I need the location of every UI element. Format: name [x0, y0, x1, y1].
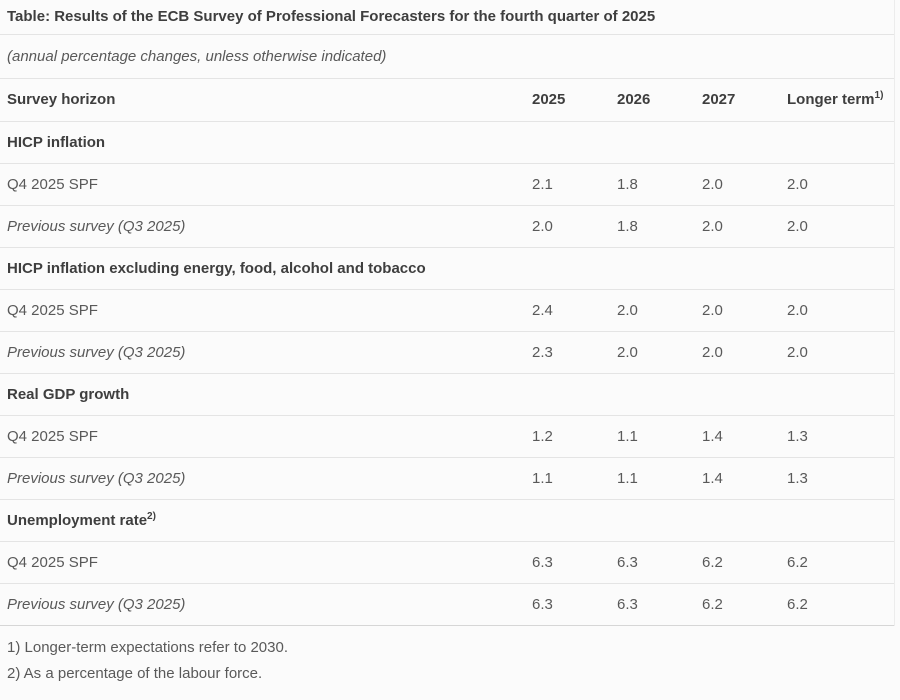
data-row-hicp-previous: Previous survey (Q3 2025) 2.0 1.8 2.0 2.… — [0, 205, 894, 248]
section-title: HICP inflation — [0, 121, 894, 164]
footnotes: 1) Longer-term expectations refer to 203… — [0, 626, 900, 683]
value-2025: 6.3 — [525, 541, 610, 584]
footnote-2: 2) As a percentage of the labour force. — [7, 664, 263, 682]
value-longer-term: 2.0 — [780, 205, 894, 248]
value-2026: 1.8 — [610, 163, 695, 206]
section-title: Unemployment rate2) — [0, 499, 894, 542]
value-2025: 2.4 — [525, 289, 610, 332]
value-2026: 6.3 — [610, 583, 695, 626]
value-2025: 6.3 — [525, 583, 610, 626]
footnote-1: 1) Longer-term expectations refer to 203… — [7, 638, 288, 656]
section-row-hicp-inflation: HICP inflation — [0, 121, 894, 164]
value-2026: 1.1 — [610, 457, 695, 500]
value-2027: 2.0 — [695, 289, 780, 332]
column-header-survey-horizon: Survey horizon — [0, 79, 525, 122]
unemployment-rate-footnote-marker: 2) — [147, 510, 156, 522]
section-title: Real GDP growth — [0, 373, 894, 416]
value-2027: 2.0 — [695, 163, 780, 206]
value-2026: 2.0 — [610, 289, 695, 332]
row-label: Q4 2025 SPF — [0, 289, 525, 332]
value-2027: 2.0 — [695, 205, 780, 248]
row-label: Previous survey (Q3 2025) — [0, 583, 525, 626]
value-2025: 2.1 — [525, 163, 610, 206]
section-title: HICP inflation excluding energy, food, a… — [0, 247, 894, 290]
value-longer-term: 2.0 — [780, 331, 894, 374]
row-label: Previous survey (Q3 2025) — [0, 331, 525, 374]
value-2026: 2.0 — [610, 331, 695, 374]
value-longer-term: 6.2 — [780, 541, 894, 584]
row-label: Previous survey (Q3 2025) — [0, 205, 525, 248]
row-label: Q4 2025 SPF — [0, 541, 525, 584]
spf-results-table: Survey horizon 2025 2026 2027 Longer ter… — [0, 79, 894, 626]
value-2025: 1.1 — [525, 457, 610, 500]
data-row-hicp-q4: Q4 2025 SPF 2.1 1.8 2.0 2.0 — [0, 163, 894, 206]
value-2026: 1.1 — [610, 415, 695, 458]
column-header-longer-term: Longer term1) — [780, 79, 894, 122]
value-2027: 1.4 — [695, 457, 780, 500]
section-row-hicp-core: HICP inflation excluding energy, food, a… — [0, 247, 894, 290]
spf-results-table-container: Table: Results of the ECB Survey of Prof… — [0, 0, 895, 626]
data-row-gdp-previous: Previous survey (Q3 2025) 1.1 1.1 1.4 1.… — [0, 457, 894, 500]
value-longer-term: 1.3 — [780, 415, 894, 458]
value-2027: 6.2 — [695, 541, 780, 584]
value-2026: 6.3 — [610, 541, 695, 584]
data-row-gdp-q4: Q4 2025 SPF 1.2 1.1 1.4 1.3 — [0, 415, 894, 458]
table-header-row: Survey horizon 2025 2026 2027 Longer ter… — [0, 79, 894, 122]
section-row-real-gdp-growth: Real GDP growth — [0, 373, 894, 416]
value-longer-term: 2.0 — [780, 289, 894, 332]
value-2027: 1.4 — [695, 415, 780, 458]
data-row-unemployment-previous: Previous survey (Q3 2025) 6.3 6.3 6.2 6.… — [0, 583, 894, 626]
value-longer-term: 2.0 — [780, 163, 894, 206]
data-row-hicp-core-previous: Previous survey (Q3 2025) 2.3 2.0 2.0 2.… — [0, 331, 894, 374]
column-header-2026: 2026 — [610, 79, 695, 122]
longer-term-label: Longer term — [787, 91, 875, 109]
value-2025: 2.3 — [525, 331, 610, 374]
value-2025: 2.0 — [525, 205, 610, 248]
table-subtitle: (annual percentage changes, unless other… — [0, 35, 894, 79]
value-2027: 6.2 — [695, 583, 780, 626]
column-header-2025: 2025 — [525, 79, 610, 122]
longer-term-footnote-marker: 1) — [874, 90, 884, 102]
section-row-unemployment-rate: Unemployment rate2) — [0, 499, 894, 542]
unemployment-rate-label: Unemployment rate — [7, 511, 148, 529]
data-row-hicp-core-q4: Q4 2025 SPF 2.4 2.0 2.0 2.0 — [0, 289, 894, 332]
table-title: Table: Results of the ECB Survey of Prof… — [0, 0, 894, 35]
column-header-2027: 2027 — [695, 79, 780, 122]
data-row-unemployment-q4: Q4 2025 SPF 6.3 6.3 6.2 6.2 — [0, 541, 894, 584]
value-longer-term: 1.3 — [780, 457, 894, 500]
value-2027: 2.0 — [695, 331, 780, 374]
row-label: Previous survey (Q3 2025) — [0, 457, 525, 500]
value-2026: 1.8 — [610, 205, 695, 248]
row-label: Q4 2025 SPF — [0, 415, 525, 458]
value-longer-term: 6.2 — [780, 583, 894, 626]
value-2025: 1.2 — [525, 415, 610, 458]
row-label: Q4 2025 SPF — [0, 163, 525, 206]
